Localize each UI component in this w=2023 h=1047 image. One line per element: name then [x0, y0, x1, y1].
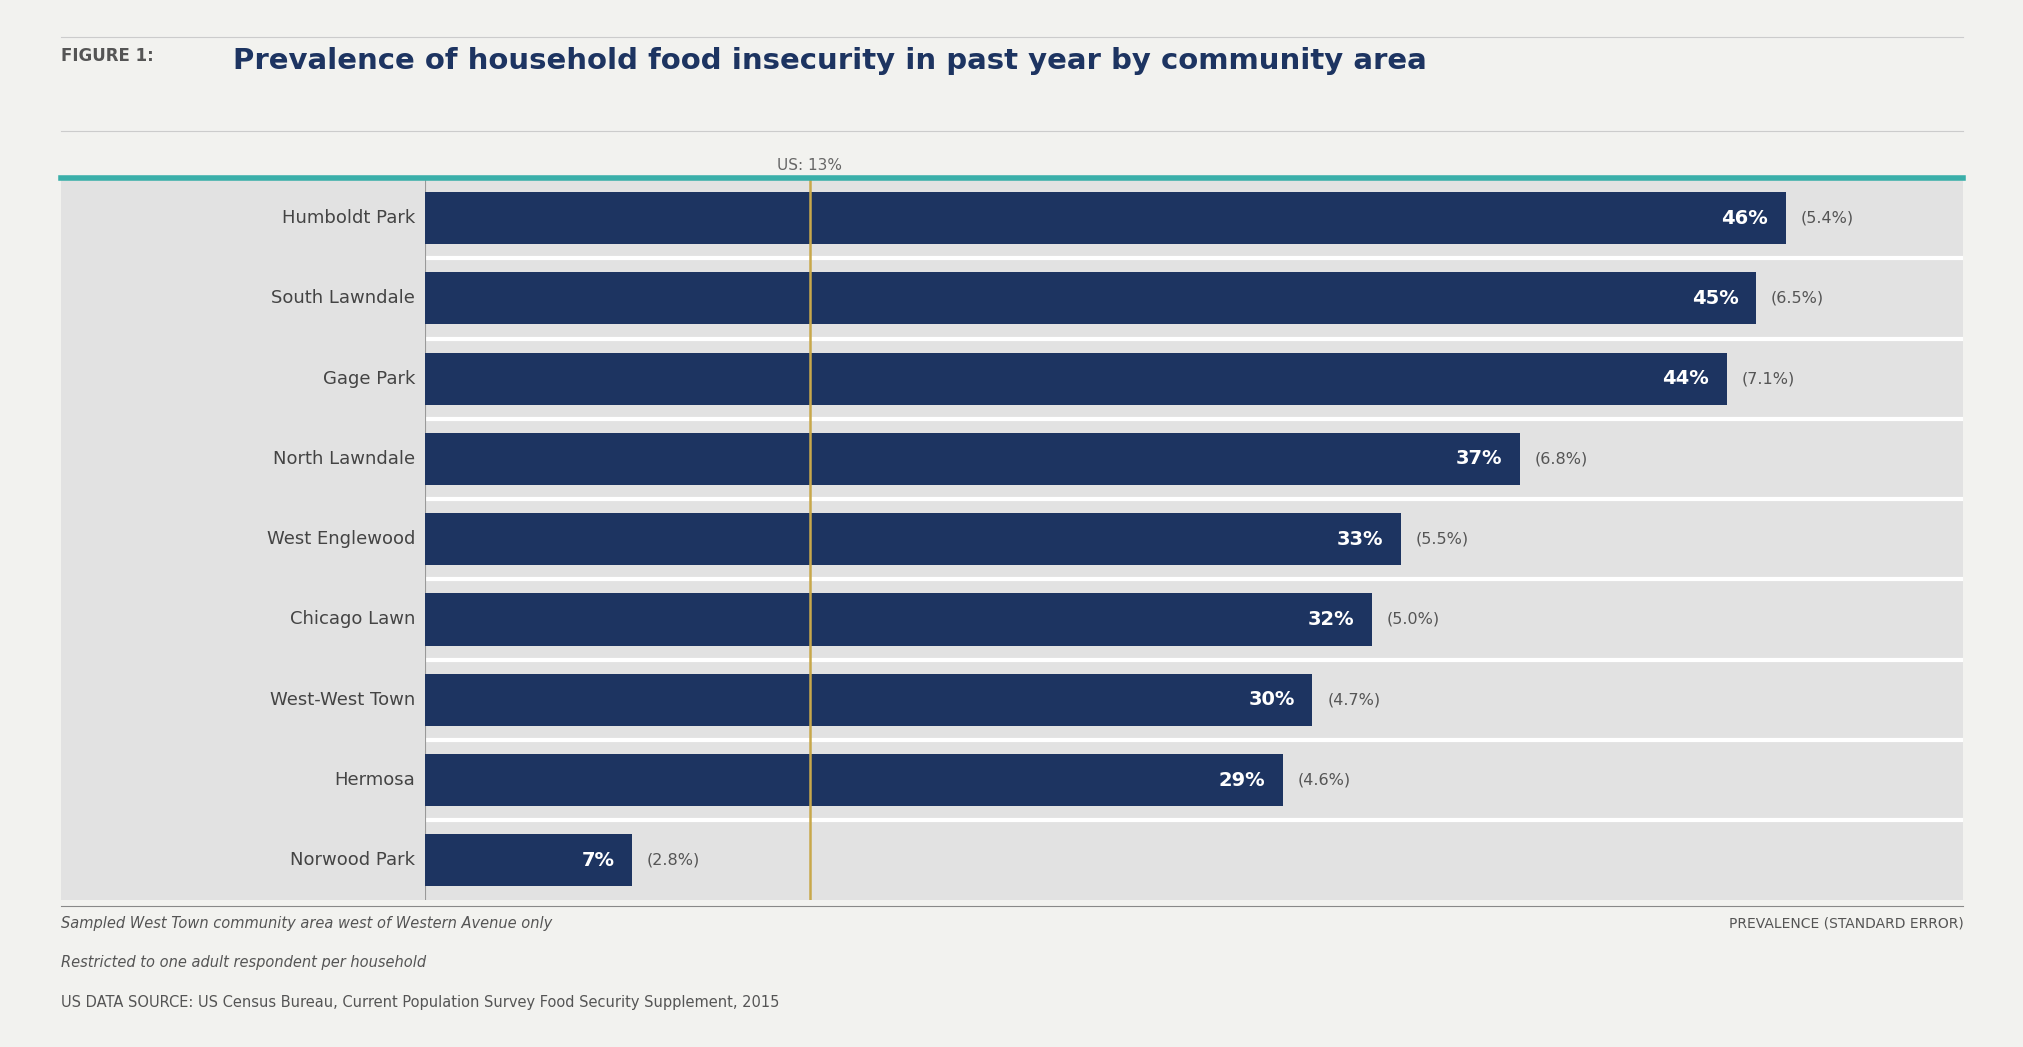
- Bar: [425, 673, 1311, 726]
- Text: 44%: 44%: [1661, 370, 1707, 388]
- Text: (5.5%): (5.5%): [1416, 532, 1469, 547]
- Text: North Lawndale: North Lawndale: [273, 450, 415, 468]
- Text: (7.1%): (7.1%): [1740, 372, 1794, 386]
- Text: 30%: 30%: [1248, 690, 1295, 709]
- Bar: [425, 353, 1726, 405]
- Text: (5.0%): (5.0%): [1386, 612, 1438, 627]
- Text: Norwood Park: Norwood Park: [289, 851, 415, 869]
- Text: Hermosa: Hermosa: [334, 771, 415, 789]
- Text: 45%: 45%: [1691, 289, 1738, 308]
- Text: 7%: 7%: [581, 851, 615, 870]
- Bar: [425, 272, 1756, 325]
- Text: (5.4%): (5.4%): [1800, 210, 1853, 225]
- Bar: [425, 754, 1283, 806]
- Bar: [425, 834, 631, 887]
- Bar: [425, 594, 1372, 646]
- Text: 32%: 32%: [1307, 610, 1353, 629]
- Bar: [425, 192, 1784, 244]
- Text: 29%: 29%: [1218, 771, 1264, 789]
- Text: 37%: 37%: [1455, 449, 1501, 468]
- Text: South Lawndale: South Lawndale: [271, 289, 415, 308]
- Text: Humboldt Park: Humboldt Park: [281, 209, 415, 227]
- Text: US: 13%: US: 13%: [777, 158, 842, 173]
- Text: FIGURE 1:: FIGURE 1:: [61, 47, 154, 65]
- Text: US DATA SOURCE: US Census Bureau, Current Population Survey Food Security Supple: US DATA SOURCE: US Census Bureau, Curren…: [61, 995, 779, 1009]
- Text: 33%: 33%: [1337, 530, 1384, 549]
- Text: 46%: 46%: [1720, 208, 1768, 227]
- Text: Chicago Lawn: Chicago Lawn: [289, 610, 415, 628]
- Bar: [425, 432, 1519, 485]
- Text: West-West Town: West-West Town: [269, 691, 415, 709]
- Text: (4.6%): (4.6%): [1297, 773, 1349, 787]
- Bar: [425, 513, 1400, 565]
- Text: Restricted to one adult respondent per household: Restricted to one adult respondent per h…: [61, 955, 425, 970]
- Text: (6.8%): (6.8%): [1533, 451, 1586, 466]
- Text: Sampled West Town community area west of Western Avenue only: Sampled West Town community area west of…: [61, 916, 552, 931]
- Text: West Englewood: West Englewood: [267, 530, 415, 549]
- Text: (4.7%): (4.7%): [1327, 692, 1380, 707]
- Text: Prevalence of household food insecurity in past year by community area: Prevalence of household food insecurity …: [233, 47, 1426, 75]
- Text: PREVALENCE (STANDARD ERROR): PREVALENCE (STANDARD ERROR): [1728, 916, 1962, 930]
- Text: (6.5%): (6.5%): [1770, 291, 1823, 306]
- Text: (2.8%): (2.8%): [647, 853, 700, 868]
- Text: Gage Park: Gage Park: [322, 370, 415, 387]
